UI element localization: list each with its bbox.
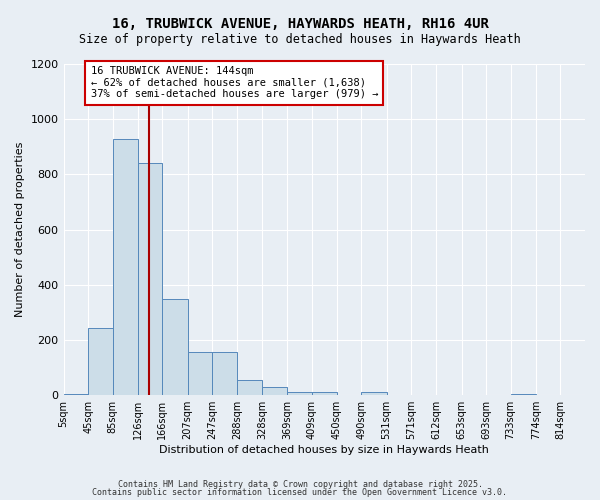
Bar — [88, 328, 113, 395]
Text: 16, TRUBWICK AVENUE, HAYWARDS HEATH, RH16 4UR: 16, TRUBWICK AVENUE, HAYWARDS HEATH, RH1… — [112, 18, 488, 32]
X-axis label: Distribution of detached houses by size in Haywards Heath: Distribution of detached houses by size … — [160, 445, 489, 455]
Bar — [113, 138, 138, 395]
Bar — [64, 394, 88, 395]
Bar — [262, 387, 287, 395]
Bar — [287, 392, 311, 395]
Bar — [212, 352, 238, 395]
Bar — [163, 298, 188, 395]
Bar — [361, 392, 386, 395]
Bar — [511, 394, 536, 395]
Bar — [138, 164, 163, 395]
Bar — [311, 392, 337, 395]
Text: 16 TRUBWICK AVENUE: 144sqm
← 62% of detached houses are smaller (1,638)
37% of s: 16 TRUBWICK AVENUE: 144sqm ← 62% of deta… — [91, 66, 378, 100]
Text: Contains public sector information licensed under the Open Government Licence v3: Contains public sector information licen… — [92, 488, 508, 497]
Bar — [188, 352, 212, 395]
Text: Size of property relative to detached houses in Haywards Heath: Size of property relative to detached ho… — [79, 32, 521, 46]
Bar — [238, 380, 262, 395]
Y-axis label: Number of detached properties: Number of detached properties — [15, 142, 25, 318]
Text: Contains HM Land Registry data © Crown copyright and database right 2025.: Contains HM Land Registry data © Crown c… — [118, 480, 482, 489]
